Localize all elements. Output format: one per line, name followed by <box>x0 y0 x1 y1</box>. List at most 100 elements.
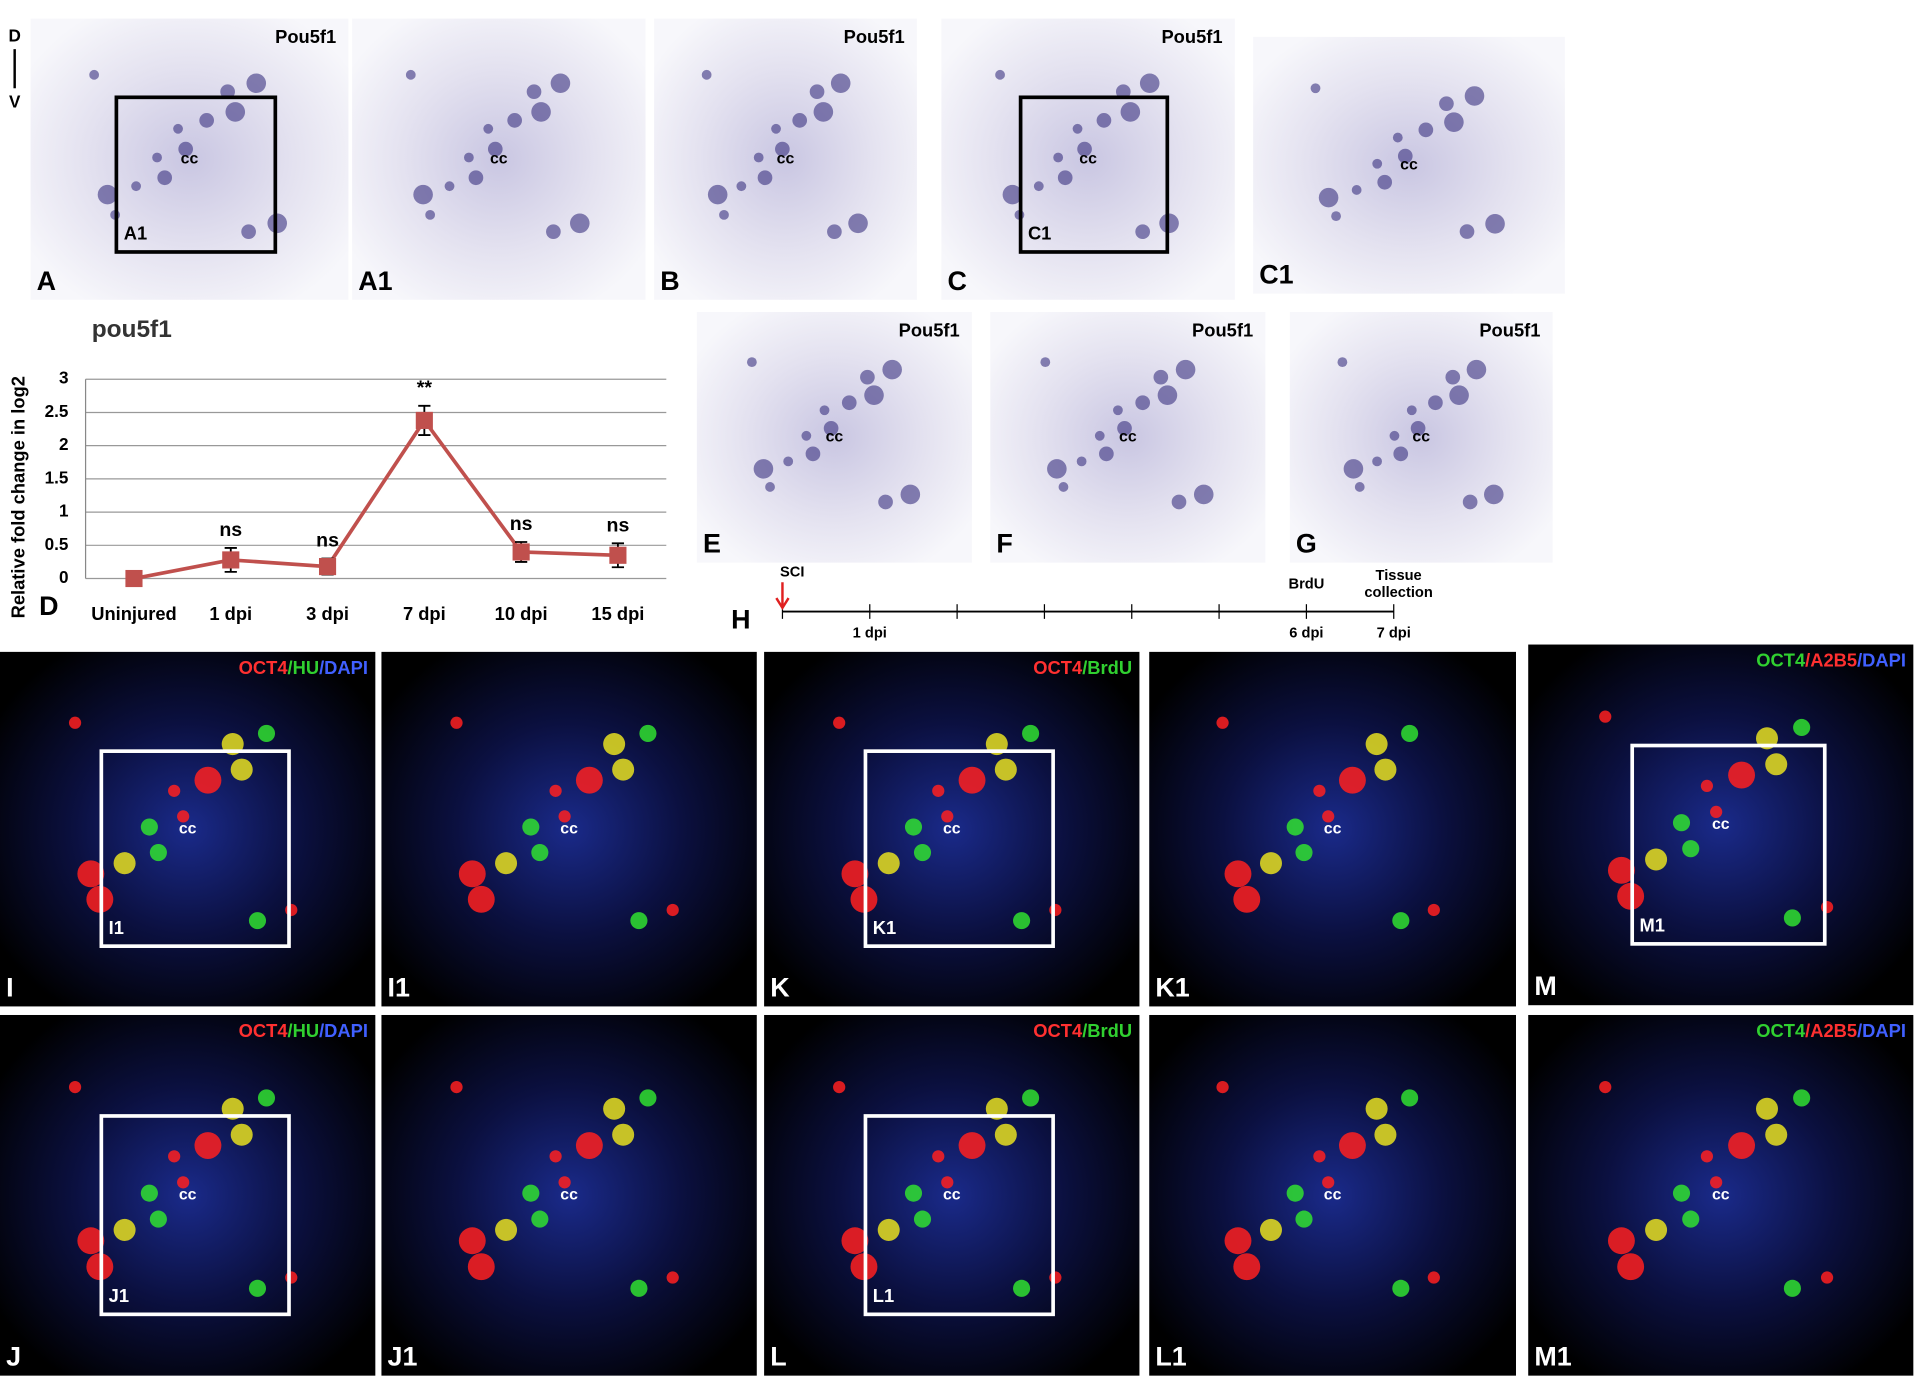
cell <box>405 69 416 80</box>
cell <box>1401 1089 1419 1107</box>
stain-part: OCT4 <box>1033 1020 1083 1041</box>
cell <box>860 369 875 385</box>
cell <box>257 1089 276 1107</box>
cell <box>570 213 590 234</box>
cc-label: cc <box>1079 150 1097 167</box>
cell <box>1058 482 1069 492</box>
cell <box>131 181 141 192</box>
cell <box>809 84 825 100</box>
stain-part: OCT4 <box>1756 650 1806 671</box>
cell <box>1115 84 1131 100</box>
cell <box>1286 1184 1304 1202</box>
stain-label: Pou5f1 <box>275 26 336 47</box>
cell <box>877 852 900 875</box>
cell <box>413 184 433 205</box>
panel-label: I1 <box>388 972 410 1002</box>
cell <box>77 1227 105 1255</box>
cell <box>1157 385 1178 405</box>
cell <box>932 1150 945 1163</box>
panel-label: C <box>947 266 966 296</box>
cell <box>1322 810 1335 823</box>
cell <box>526 84 542 100</box>
cell <box>941 810 954 823</box>
stain-label: OCT4/HU/DAPI <box>239 1020 368 1041</box>
cell <box>246 73 267 94</box>
cc-label: cc <box>181 150 199 167</box>
cell <box>507 113 522 128</box>
x-tick-label: Uninjured <box>91 603 177 624</box>
cell <box>801 430 812 441</box>
cell <box>230 758 253 781</box>
y-tick-label: 2.5 <box>45 402 69 421</box>
inset-label: K1 <box>873 917 896 938</box>
cell <box>958 766 986 794</box>
x-tick-label: 3 dpi <box>306 603 349 624</box>
cell <box>1418 122 1434 138</box>
cell <box>913 843 932 862</box>
data-point <box>318 558 337 576</box>
cell <box>531 843 549 862</box>
cell <box>1710 805 1723 819</box>
inset-label: I1 <box>109 917 124 938</box>
cell <box>558 810 571 823</box>
cell <box>1099 446 1114 462</box>
cell <box>994 758 1017 781</box>
panel-label: A <box>37 266 56 296</box>
cell <box>531 102 551 122</box>
cell <box>819 405 830 416</box>
cell <box>267 213 288 234</box>
cell <box>1617 1253 1645 1281</box>
cell <box>1153 369 1169 385</box>
cell <box>285 903 298 917</box>
cc-label: cc <box>1712 1187 1730 1204</box>
cell <box>1607 856 1635 884</box>
cell <box>467 885 495 913</box>
stain-part: /HU <box>288 1020 320 1041</box>
cell <box>1449 385 1469 405</box>
cell <box>1224 1227 1252 1255</box>
y-tick-label: 1.5 <box>45 468 69 487</box>
panel-label: J <box>6 1342 21 1372</box>
cell <box>1485 214 1505 234</box>
cc-label: cc <box>777 150 795 167</box>
cc-label: cc <box>1324 820 1342 837</box>
cell <box>1793 1089 1811 1107</box>
cell <box>549 784 562 797</box>
inset-box <box>863 749 1055 948</box>
cell <box>444 181 455 192</box>
cell <box>1820 900 1834 914</box>
cell <box>701 69 712 80</box>
cell <box>630 912 648 930</box>
cell <box>753 152 764 163</box>
significance-label: ns <box>510 513 533 535</box>
stain-label: OCT4/A2B5/DAPI <box>1756 1020 1906 1041</box>
cell <box>877 1218 900 1241</box>
cell <box>1682 1210 1700 1228</box>
cc-label: cc <box>1712 816 1730 833</box>
stain-part: /A2B5 <box>1805 1020 1857 1041</box>
cell <box>1428 395 1443 411</box>
cell <box>1728 761 1756 789</box>
cell <box>666 1271 679 1284</box>
cell <box>827 224 842 240</box>
x-tick-label: 7 dpi <box>403 603 446 624</box>
cell <box>792 113 808 128</box>
cell <box>1057 170 1073 186</box>
inset-box <box>863 1114 1055 1317</box>
cell <box>1013 1279 1031 1297</box>
cell <box>467 1253 495 1281</box>
inset-box <box>99 1114 291 1317</box>
cell <box>241 224 256 240</box>
cell <box>1444 112 1464 132</box>
cell <box>168 784 181 797</box>
cell <box>257 724 276 742</box>
cell <box>1193 484 1214 505</box>
cell <box>285 1271 298 1284</box>
cell <box>841 1227 869 1255</box>
cc-label: cc <box>943 820 961 837</box>
micrograph <box>654 18 917 300</box>
stain-part: OCT4 <box>1033 657 1083 678</box>
cell <box>1322 1176 1335 1189</box>
cell <box>736 181 747 192</box>
